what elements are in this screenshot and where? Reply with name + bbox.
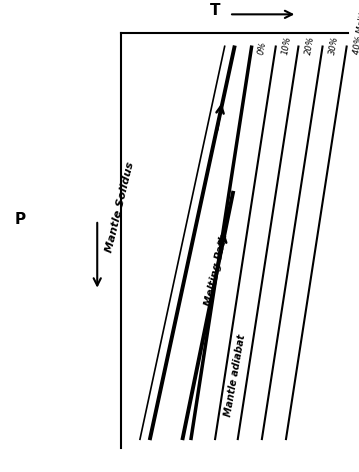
Text: T: T	[210, 3, 221, 18]
Text: Melting Path: Melting Path	[203, 233, 229, 307]
Text: 0%: 0%	[257, 41, 268, 55]
Text: P: P	[14, 212, 25, 227]
Text: Mantle adiabat: Mantle adiabat	[223, 334, 247, 418]
Text: 10%: 10%	[281, 35, 293, 55]
Text: 20%: 20%	[304, 35, 316, 55]
Text: Mantle Solidus: Mantle Solidus	[104, 161, 136, 254]
Text: 30%: 30%	[328, 35, 340, 55]
Text: 40% Melting: 40% Melting	[352, 2, 359, 55]
